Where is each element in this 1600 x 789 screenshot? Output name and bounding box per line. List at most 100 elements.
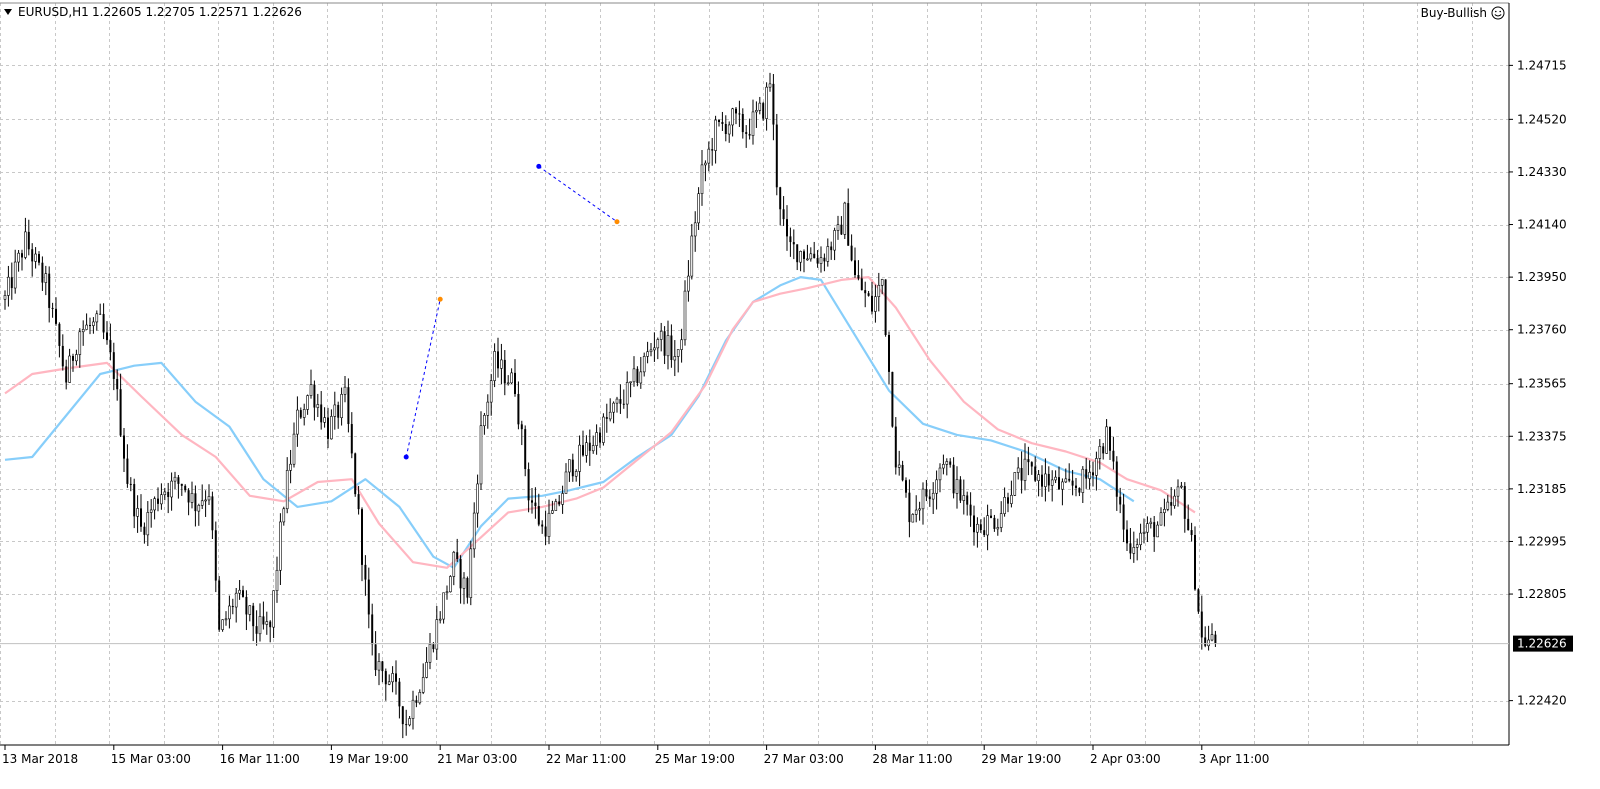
candle [843,201,847,240]
candle [65,359,68,390]
candle [1149,517,1153,529]
candle [327,407,329,449]
candle [438,611,442,624]
candle [520,420,523,446]
buy-marker [536,163,542,169]
candle [782,196,785,226]
candle [31,243,34,277]
candle [449,575,452,593]
candle [534,487,537,519]
x-tick-label: 28 Mar 11:00 [872,752,952,766]
candle [418,689,422,705]
candle [452,550,456,586]
candle [1088,460,1091,490]
current-price-tag [1513,635,1573,652]
candle [170,472,173,511]
candle [1085,458,1088,489]
candle [1173,489,1176,509]
candle [333,391,337,430]
candle [316,393,320,418]
candle [140,494,142,532]
candle [102,303,105,340]
candle [75,349,78,366]
candle [646,341,649,364]
candle [1050,470,1054,502]
candle [506,375,510,386]
candle [979,519,982,533]
candle [527,462,530,513]
candle [751,99,755,145]
candle [1122,493,1125,543]
x-tick-label: 19 Mar 19:00 [328,752,408,766]
candle [190,481,194,509]
candle [109,323,112,361]
chart-header: EURUSD,H1 1.22605 1.22705 1.22571 1.2262… [4,5,1505,20]
candle [347,378,350,433]
candle [578,435,581,487]
candle [840,216,843,235]
candle [411,690,415,730]
candle [1030,461,1033,475]
candle [874,284,877,323]
candle [173,471,177,490]
candle [748,118,751,140]
candle [354,452,357,497]
candle [421,663,425,695]
candle [180,483,183,496]
candle [377,653,381,686]
candle [262,601,265,630]
candle [612,401,615,424]
candle [1061,478,1064,506]
candle [833,227,836,261]
candle [680,328,683,363]
symbol-label: EURUSD,H1 [18,5,89,19]
candle [1135,538,1139,561]
candle [1027,446,1030,476]
candle [1183,482,1186,533]
candle [58,322,61,358]
candle [558,495,561,507]
candle [285,457,289,514]
candle [469,540,473,606]
candle [123,427,125,472]
candle [265,611,269,635]
candle [619,384,622,414]
candle [1159,507,1163,526]
x-tick-label: 25 Mar 19:00 [655,752,735,766]
candle [7,265,10,307]
candle [116,369,119,401]
candle [282,506,286,526]
x-tick-label: 15 Mar 03:00 [111,752,191,766]
candle [1095,451,1098,491]
candle [367,567,370,629]
candle [214,521,217,593]
candle [803,249,805,273]
candle [81,320,85,346]
candle [330,409,333,440]
candle [687,260,690,302]
candle [483,412,486,435]
trade-line [405,299,441,458]
triangle-down-icon[interactable] [4,9,12,15]
sell-marker [437,296,443,302]
candle [1034,456,1037,483]
y-tick-label: 1.22995 [1517,534,1567,548]
candle [714,115,717,164]
candle [486,394,490,429]
candle [663,326,666,365]
candle [871,281,873,315]
candle [85,313,88,330]
candle [809,247,813,262]
candle [792,229,795,260]
y-tick-label: 1.22805 [1517,587,1567,601]
candle [1119,487,1122,514]
candle [1112,436,1115,470]
candle [830,241,833,260]
candle [1109,426,1111,461]
candle [996,518,1000,536]
candle [462,572,466,605]
candle [1003,487,1006,517]
candle [167,482,170,514]
